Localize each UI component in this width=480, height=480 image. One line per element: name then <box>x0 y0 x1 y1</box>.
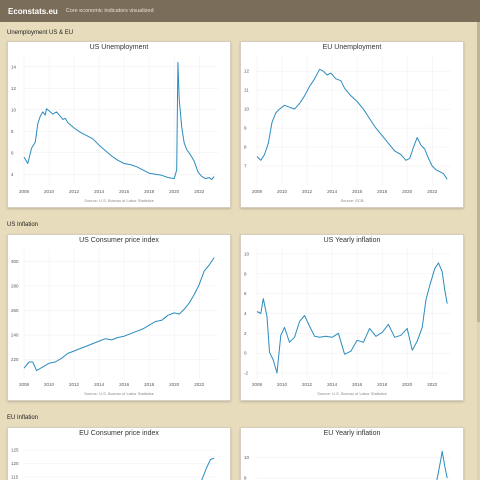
chart-source: Source: U.S. Bureau of Labor Statistics <box>317 391 387 396</box>
series-line <box>23 61 215 181</box>
y-tick-label: 280 <box>11 283 19 288</box>
y-tick-label: 8 <box>11 129 14 134</box>
y-tick-label: 115 <box>11 474 19 479</box>
y-tick-label: 0 <box>244 351 247 356</box>
chart-title: US Consumer price index <box>79 237 159 244</box>
y-tick-label: 11 <box>244 88 249 93</box>
x-tick-label: 2016 <box>352 189 363 194</box>
x-tick-label: 2018 <box>377 382 388 387</box>
y-tick-label: 8 <box>244 476 247 480</box>
y-tick-label: 125 <box>11 448 19 453</box>
chart-svg-eu-yearly-inflation: 8 10 <box>244 450 451 480</box>
y-tick-label: 220 <box>11 357 19 362</box>
chart-title: EU Unemployment <box>322 44 382 51</box>
y-tick-label: 120 <box>11 461 19 466</box>
x-tick-label: 2008 <box>252 382 263 387</box>
x-tick-label: 2016 <box>119 189 130 194</box>
x-tick-label: 2014 <box>327 189 338 194</box>
chart-card-us-yearly-inflation: US Yearly inflation -2 0 2 4 6 8 10 2008 2010 201… <box>240 234 464 401</box>
x-tick-label: 2014 <box>327 382 338 387</box>
y-tick-label: 9 <box>244 126 247 131</box>
x-tick-label: 2014 <box>94 382 105 387</box>
x-tick-label: 2018 <box>377 189 388 194</box>
y-tick-label: 8 <box>244 145 247 150</box>
y-tick-label: 14 <box>11 64 17 69</box>
series-line <box>256 68 448 180</box>
x-tick-label: 2016 <box>352 382 363 387</box>
top-bar: Econstats.eu Core economic indicators vi… <box>0 0 480 22</box>
chart-title: US Unemployment <box>89 44 149 51</box>
section-heading-eu-inflation: EU Inflation <box>7 415 39 421</box>
y-tick-label: 6 <box>11 150 14 155</box>
chart-source: Source: U.S. Bureau of Labor Statistics <box>84 198 154 203</box>
chart-card-us-unemployment: US Unemployment 4 6 8 10 12 14 2008 2010 2012 201… <box>7 41 231 208</box>
x-tick-label: 2018 <box>144 189 155 194</box>
x-tick-label: 2010 <box>277 382 288 387</box>
x-tick-label: 2008 <box>252 189 263 194</box>
x-tick-label: 2014 <box>94 189 105 194</box>
series-line <box>23 257 215 372</box>
x-tick-label: 2012 <box>302 189 313 194</box>
x-tick-label: 2022 <box>194 189 205 194</box>
chart-card-eu-unemployment: EU Unemployment 7 8 9 10 11 12 2008 2010 2012 201… <box>240 41 464 208</box>
x-tick-label: 2012 <box>302 382 313 387</box>
x-tick-label: 2008 <box>19 189 30 194</box>
x-tick-label: 2008 <box>19 382 30 387</box>
x-tick-label: 2012 <box>69 189 80 194</box>
x-tick-label: 2016 <box>119 382 130 387</box>
section-heading-us-inflation: US Inflation <box>7 222 39 228</box>
y-tick-label: 4 <box>244 311 247 316</box>
y-tick-label: 7 <box>244 164 247 169</box>
section-heading-unemployment: Unemployment US & EU <box>7 30 74 36</box>
y-tick-label: 10 <box>11 107 17 112</box>
x-tick-label: 2010 <box>44 189 55 194</box>
y-tick-label: 10 <box>244 107 250 112</box>
y-tick-label: -2 <box>244 371 248 376</box>
y-tick-label: 10 <box>244 251 250 256</box>
y-tick-label: 12 <box>11 86 17 91</box>
y-tick-label: 10 <box>244 455 250 460</box>
x-tick-label: 2020 <box>169 189 180 194</box>
chart-svg-eu-cpi: 115 120 125 <box>11 448 218 480</box>
x-tick-label: 2010 <box>277 189 288 194</box>
x-tick-label: 2022 <box>194 382 205 387</box>
series-line <box>201 457 215 480</box>
x-tick-label: 2020 <box>169 382 180 387</box>
series-line <box>256 262 448 374</box>
chart-card-us-cpi: US Consumer price index 220 240 260 280 300 2… <box>7 234 231 401</box>
x-tick-label: 2010 <box>44 382 55 387</box>
chart-svg-eu-unemployment: 7 8 9 10 11 12 2008 2010 2012 2014 2016 2018 2020 202… <box>244 56 451 194</box>
x-tick-label: 2022 <box>427 382 438 387</box>
x-tick-label: 2012 <box>69 382 80 387</box>
x-tick-label: 2018 <box>144 382 155 387</box>
y-tick-label: 2 <box>244 331 247 336</box>
chart-card-eu-yearly-inflation: EU Yearly inflation 8 10 <box>240 427 464 480</box>
scrollbar-thumb[interactable] <box>477 22 480 322</box>
series-line <box>436 450 448 480</box>
chart-svg-us-unemployment: 4 6 8 10 12 14 2008 2010 2012 2014 2016 2018 2020 202… <box>11 56 218 194</box>
chart-source: Source: ECB <box>340 198 364 203</box>
y-tick-label: 4 <box>11 172 14 177</box>
site-tagline: Core economic indicators visualized <box>65 8 154 14</box>
chart-svg-us-yearly-inflation: -2 0 2 4 6 8 10 2008 2010 2012 2014 2016 2018 2020 202… <box>244 249 451 387</box>
y-tick-label: 260 <box>11 308 19 313</box>
chart-title: EU Yearly inflation <box>323 430 381 437</box>
y-tick-label: 240 <box>11 333 19 338</box>
chart-title: US Yearly inflation <box>323 237 381 244</box>
site-brand[interactable]: Econstats.eu <box>8 6 58 16</box>
y-tick-label: 12 <box>244 69 250 74</box>
chart-title: EU Consumer price index <box>79 430 159 437</box>
y-tick-label: 8 <box>244 271 247 276</box>
x-tick-label: 2020 <box>402 382 413 387</box>
chart-svg-us-cpi: 220 240 260 280 300 2008 2010 2012 2014 2016 2018 2… <box>11 249 218 387</box>
x-tick-label: 2022 <box>427 189 438 194</box>
chart-card-eu-cpi: EU Consumer price index 115 120 125 <box>7 427 231 480</box>
x-tick-label: 2020 <box>402 189 413 194</box>
y-tick-label: 6 <box>244 291 247 296</box>
chart-source: Source: U.S. Bureau of Labor Statistics <box>84 391 154 396</box>
y-tick-label: 300 <box>11 259 19 264</box>
